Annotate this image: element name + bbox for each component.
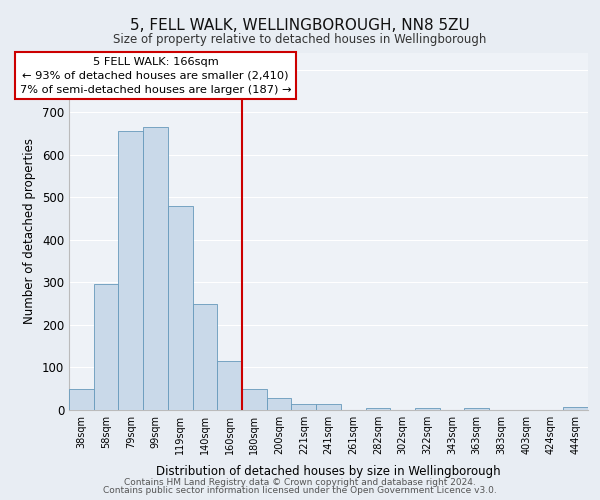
- Bar: [242, 388, 267, 410]
- Bar: [415, 408, 440, 410]
- Bar: [563, 407, 588, 410]
- Bar: [94, 284, 118, 410]
- Bar: [69, 388, 94, 410]
- Bar: [316, 404, 341, 410]
- Text: Contains public sector information licensed under the Open Government Licence v3: Contains public sector information licen…: [103, 486, 497, 495]
- Text: Size of property relative to detached houses in Wellingborough: Size of property relative to detached ho…: [113, 32, 487, 46]
- Bar: [168, 206, 193, 410]
- Text: 5 FELL WALK: 166sqm
← 93% of detached houses are smaller (2,410)
7% of semi-deta: 5 FELL WALK: 166sqm ← 93% of detached ho…: [20, 57, 291, 95]
- Bar: [267, 398, 292, 410]
- X-axis label: Distribution of detached houses by size in Wellingborough: Distribution of detached houses by size …: [156, 466, 501, 478]
- Text: 5, FELL WALK, WELLINGBOROUGH, NN8 5ZU: 5, FELL WALK, WELLINGBOROUGH, NN8 5ZU: [130, 18, 470, 32]
- Bar: [143, 127, 168, 410]
- Text: Contains HM Land Registry data © Crown copyright and database right 2024.: Contains HM Land Registry data © Crown c…: [124, 478, 476, 487]
- Y-axis label: Number of detached properties: Number of detached properties: [23, 138, 37, 324]
- Bar: [217, 361, 242, 410]
- Bar: [365, 408, 390, 410]
- Bar: [118, 131, 143, 410]
- Bar: [193, 304, 217, 410]
- Bar: [292, 404, 316, 410]
- Bar: [464, 408, 489, 410]
